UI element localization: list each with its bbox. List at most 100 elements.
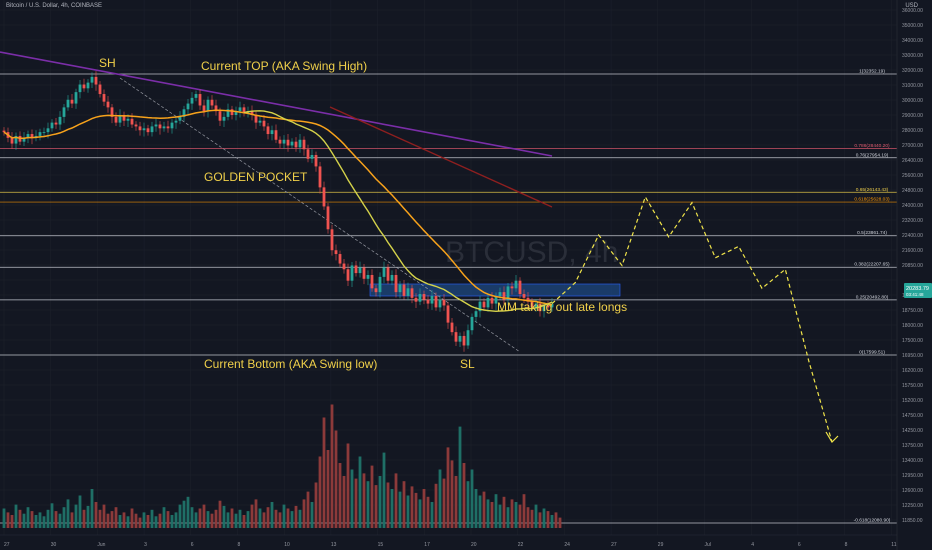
candle-body: [174, 120, 178, 123]
candle-body: [442, 299, 446, 306]
price-tick-label: 15750.00: [902, 383, 923, 389]
candle-body: [390, 274, 394, 281]
volume-bar: [302, 499, 306, 528]
time-tick-label: 29: [658, 542, 664, 548]
candle-body: [378, 276, 382, 293]
candle-body: [530, 301, 534, 308]
candle-body: [102, 94, 106, 102]
candle-body: [70, 99, 74, 104]
price-tick-label: 21600.00: [902, 248, 923, 254]
time-tick-label: 6: [191, 542, 194, 548]
projection-path[interactable]: [551, 195, 833, 443]
volume-bar: [182, 500, 186, 528]
volume-bar: [50, 503, 54, 528]
candle-body: [162, 126, 166, 129]
candle-body: [194, 94, 198, 98]
dashed-trend-line[interactable]: [119, 77, 521, 353]
volume-bar: [314, 482, 318, 528]
volume-bar: [482, 491, 486, 528]
candle-body: [466, 330, 470, 346]
volume-bar: [326, 450, 330, 528]
trend-line-red[interactable]: [329, 106, 553, 208]
candle-body: [310, 154, 314, 159]
candle-body: [58, 116, 62, 125]
price-tick-label: 23200.00: [902, 218, 923, 224]
candle-body: [210, 99, 214, 106]
volume-bar: [110, 511, 114, 528]
candle-body: [230, 109, 234, 115]
candle-body: [250, 111, 254, 115]
volume-bar: [70, 512, 74, 528]
candle-body: [54, 122, 58, 125]
candle-body: [374, 288, 378, 293]
candle-body: [258, 120, 262, 123]
volume-bar: [250, 504, 254, 528]
volume-bar: [278, 512, 282, 528]
volume-bar: [522, 494, 526, 528]
volume-bar: [86, 505, 90, 528]
candle-body: [398, 284, 402, 293]
volume-bar: [534, 504, 538, 528]
volume-bar: [486, 499, 490, 528]
volume-bar: [158, 513, 162, 528]
candle-body: [354, 265, 358, 274]
volume-bar: [106, 513, 110, 528]
volume-bar: [478, 495, 482, 528]
candle-body: [2, 130, 6, 133]
volume-bar: [18, 509, 22, 528]
volume-bar: [542, 508, 546, 528]
candle-body: [426, 299, 430, 304]
fib-level-label: 0.5(23861.74): [857, 230, 887, 236]
projection-arrow: [825, 431, 839, 443]
fib-retracement[interactable]: 1(32352.19) 0.786(28440.20) 0.76(27954.19)…: [0, 69, 897, 524]
price-tick-label: 12950.00: [902, 473, 923, 479]
candle-body: [346, 269, 350, 281]
candle-body: [386, 267, 390, 281]
volume-bar: [126, 516, 130, 528]
volume-bar: [502, 496, 506, 528]
volume-bar: [450, 460, 454, 528]
volume-bar: [150, 509, 154, 528]
fib-level-label: 0.25(20492.80): [856, 294, 889, 300]
volume-bar: [334, 430, 338, 528]
price-axis-panel[interactable]: [897, 0, 932, 550]
volume-bar: [514, 502, 518, 528]
current-price-countdown: 03:41:48: [906, 292, 924, 297]
volume-bar: [166, 511, 170, 528]
volume-bar: [474, 489, 478, 528]
candle-body: [502, 292, 506, 300]
current-price-tag[interactable]: 20283.79 03:41:48: [904, 283, 932, 298]
candle-body: [458, 335, 462, 342]
volume-bar: [290, 511, 294, 528]
price-tick-label: 35000.00: [902, 23, 923, 29]
price-tick-label: 28000.00: [902, 128, 923, 134]
volume-bar: [206, 511, 210, 528]
volume-bar: [218, 500, 222, 528]
volume-bar: [138, 517, 142, 528]
volume-bar: [530, 509, 534, 528]
candle-body: [434, 295, 438, 308]
volume-bar: [518, 504, 522, 528]
volume-bar: [306, 491, 310, 528]
volume-bar: [462, 463, 466, 528]
price-tick-label: 12250.00: [902, 503, 923, 509]
volume-bar: [454, 476, 458, 528]
price-tick-label: 34000.00: [902, 38, 923, 44]
candle-body: [486, 297, 490, 308]
price-tick-label: 25600.00: [902, 173, 923, 179]
volume-bar: [194, 512, 198, 528]
candle-body: [50, 122, 54, 129]
candle-body: [202, 105, 206, 112]
volume-bar: [446, 447, 450, 528]
candle-body: [542, 305, 546, 312]
candle-body: [122, 114, 126, 121]
volume-bar: [494, 494, 498, 528]
volume-bar: [386, 482, 390, 528]
fib-level-label: 0.786(28440.20): [854, 143, 890, 149]
trend-line-purple[interactable]: [0, 51, 553, 157]
time-tick-label: 27: [611, 542, 617, 548]
volume-bar: [418, 499, 422, 528]
candle-body: [178, 116, 182, 121]
candle-body: [526, 297, 530, 302]
